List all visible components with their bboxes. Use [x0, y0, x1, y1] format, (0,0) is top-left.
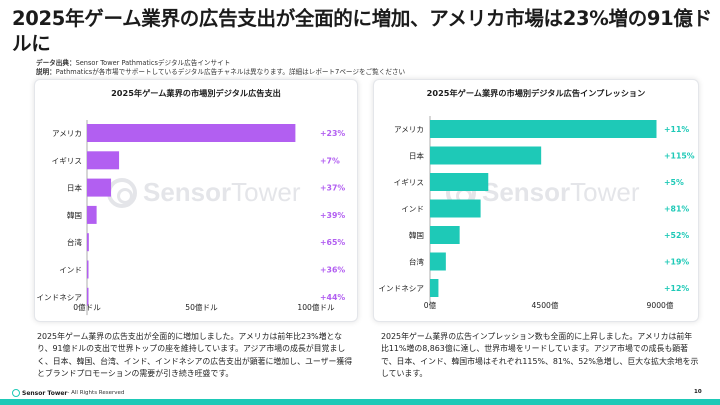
bar-2: [87, 151, 120, 170]
source-label: データ出典：: [36, 59, 76, 67]
x-tick-label: 0億ドル: [73, 302, 101, 312]
data-source-note: データ出典：Sensor Tower Pathmaticsデジタル広告インサイト: [36, 57, 230, 67]
x-tick-label: 50億ドル: [185, 302, 218, 312]
growth-label: +11%: [664, 125, 689, 134]
bar-4: [430, 199, 481, 218]
bar-5: [87, 233, 89, 252]
category-label: 韓国: [409, 230, 424, 240]
bar-1: [430, 120, 657, 138]
footer-rights: - All Rights Reserved: [67, 390, 125, 396]
chart-title: 2025年ゲーム業界の市場別デジタル広告支出: [111, 88, 281, 98]
ad-impressions-description: 2025年ゲーム業界の広告インプレッション数も全面的に上昇しました。アメリカは前…: [381, 332, 699, 379]
category-label: インドネシア: [378, 284, 424, 293]
growth-label: +52%: [664, 231, 689, 240]
bar-5: [430, 226, 460, 244]
category-label: イギリス: [52, 156, 82, 165]
ad-impressions-chart-panel: Sensor Tower 2025年ゲーム業界の市場別デジタル広告インプレッション…: [373, 79, 699, 322]
growth-label: +44%: [320, 293, 345, 302]
category-label: 日本: [67, 183, 83, 193]
sensor-tower-logo-icon: [12, 389, 20, 397]
growth-label: +81%: [664, 205, 689, 214]
footer-brand: Sensor Tower: [22, 389, 68, 397]
bar-4: [87, 205, 97, 224]
growth-label: +36%: [320, 266, 345, 275]
category-label: 台湾: [67, 237, 83, 247]
category-label: イギリス: [394, 178, 424, 187]
bar-1: [87, 124, 296, 142]
category-label: インドネシア: [36, 293, 82, 302]
note-text: Pathmaticsが各市場でサポートしているデジタル広告チャネルは異なります。…: [55, 68, 406, 76]
footer-accent-bar: [0, 399, 720, 405]
x-tick-label: 4500億: [532, 300, 559, 310]
bar-6: [87, 260, 89, 279]
page-title: 2025年ゲーム業界の広告支出が全面的に増加、アメリカ市場は23%増の91億ドル…: [12, 7, 712, 55]
bar-2: [430, 146, 542, 165]
category-label: 韓国: [67, 210, 82, 220]
bar-7: [430, 279, 439, 297]
bar-3: [87, 178, 112, 197]
growth-label: +7%: [320, 156, 340, 165]
note-label: 説明：: [36, 68, 56, 76]
category-label: 日本: [409, 151, 425, 161]
growth-label: +19%: [664, 258, 689, 267]
chart-title: 2025年ゲーム業界の市場別デジタル広告インプレッション: [426, 88, 646, 98]
category-label: インド: [401, 205, 424, 214]
footer-logo: Sensor Tower - All Rights Reserved: [12, 389, 124, 397]
bar-6: [430, 252, 446, 271]
x-tick-label: 9000億: [647, 300, 674, 310]
explanation-note: 説明：Pathmaticsが各市場でサポートしているデジタル広告チャネルは異なり…: [36, 66, 405, 76]
bar-3: [430, 173, 489, 191]
category-label: アメリカ: [394, 125, 424, 134]
growth-label: +12%: [664, 284, 689, 293]
growth-label: +65%: [320, 238, 345, 247]
page-number: 10: [694, 389, 702, 395]
ad-spend-chart-panel: Sensor Tower 2025年ゲーム業界の市場別デジタル広告支出 アメリカ +…: [34, 79, 358, 322]
category-label: アメリカ: [52, 129, 82, 138]
bar-7: [87, 287, 89, 306]
growth-label: +115%: [664, 152, 695, 161]
source-text: Sensor Tower Pathmaticsデジタル広告インサイト: [75, 59, 231, 67]
x-tick-label: 0億: [424, 300, 437, 310]
growth-label: +23%: [320, 129, 345, 138]
x-tick-label: 100億ドル: [297, 302, 335, 312]
sensor-tower-watermark: Sensor Tower: [107, 177, 301, 208]
growth-label: +5%: [664, 178, 684, 187]
category-label: 台湾: [409, 257, 425, 267]
ad-impressions-chart: アメリカ +11% 日本 +115% イギリス +5% インド +81% 韓国 +52% 台湾 +19…: [378, 116, 695, 310]
growth-label: +39%: [320, 211, 345, 220]
category-label: インド: [59, 266, 82, 275]
growth-label: +37%: [320, 184, 345, 193]
ad-spend-chart: アメリカ +23% イギリス +7% 日本 +37% 韓国 +39% 台湾 +65% インド +36%…: [36, 120, 345, 316]
ad-spend-description: 2025年ゲーム業界の広告支出が全面的に増加しました。アメリカは前年比23%増と…: [37, 332, 353, 379]
